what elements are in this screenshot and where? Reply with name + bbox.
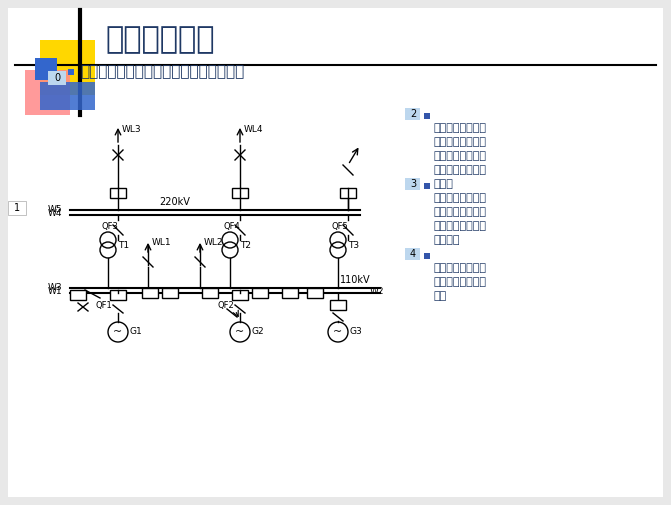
Text: 2: 2 <box>410 109 416 119</box>
Text: ~: ~ <box>236 327 245 337</box>
Bar <box>142 288 158 298</box>
Bar <box>232 290 248 300</box>
Text: G2: G2 <box>252 328 264 336</box>
Text: WL4: WL4 <box>244 126 264 134</box>
Text: W3: W3 <box>48 282 62 291</box>
Bar <box>162 288 178 298</box>
Bar <box>202 288 218 298</box>
Text: 二、电气接线: 二、电气接线 <box>105 25 215 55</box>
Bar <box>405 178 420 190</box>
Bar <box>252 288 268 298</box>
Bar <box>232 188 248 198</box>
Bar <box>110 290 126 300</box>
Text: 4: 4 <box>410 249 416 259</box>
Text: T2: T2 <box>240 240 251 249</box>
Text: W1: W1 <box>48 287 62 296</box>
Text: ~: ~ <box>333 327 343 337</box>
Bar <box>48 71 66 85</box>
Bar <box>330 300 346 310</box>
Bar <box>68 69 74 75</box>
Bar <box>40 40 95 95</box>
Text: G1: G1 <box>130 328 143 336</box>
Text: 电气主接线通常用电气主接线图来表示。: 电气主接线通常用电气主接线图来表示。 <box>80 65 244 79</box>
Bar <box>40 82 95 110</box>
Text: 电气主接线表明电
能汇集和分配的关
系。: 电气主接线表明电 能汇集和分配的关 系。 <box>434 263 487 301</box>
Bar <box>405 108 420 120</box>
Text: T3: T3 <box>348 240 359 249</box>
Bar <box>405 248 420 260</box>
Text: 0: 0 <box>54 73 60 83</box>
Text: QF1: QF1 <box>96 301 113 310</box>
Text: WL1: WL1 <box>152 238 172 247</box>
Text: W2: W2 <box>370 287 384 296</box>
Bar <box>424 113 430 119</box>
Text: 3: 3 <box>410 179 416 189</box>
Bar <box>110 188 126 198</box>
Text: QF4: QF4 <box>224 222 241 231</box>
Text: T1: T1 <box>118 240 129 249</box>
Text: QF2: QF2 <box>218 301 235 310</box>
Text: WL2: WL2 <box>204 238 223 247</box>
Text: G3: G3 <box>350 328 363 336</box>
Text: 220kV: 220kV <box>160 197 191 207</box>
Bar <box>25 70 70 115</box>
Text: W5: W5 <box>48 205 62 214</box>
Bar <box>8 201 26 215</box>
Text: W4: W4 <box>48 210 62 219</box>
Bar <box>35 58 57 80</box>
Bar <box>424 183 430 189</box>
Text: 电气主接线图通常
采用单线图表示，
只有需要时才绘制
三线图。: 电气主接线图通常 采用单线图表示， 只有需要时才绘制 三线图。 <box>434 193 487 245</box>
Bar <box>424 253 430 259</box>
Text: 110kV: 110kV <box>340 275 370 285</box>
Text: 电气主接线图是用
规定的图形符号和
文字符号表示电气
设备连接关系的一
种图。: 电气主接线图是用 规定的图形符号和 文字符号表示电气 设备连接关系的一 种图。 <box>434 123 487 189</box>
Bar <box>340 188 356 198</box>
Bar <box>70 290 86 300</box>
Text: WL3: WL3 <box>122 126 142 134</box>
Text: QF5: QF5 <box>332 222 349 231</box>
Text: ~: ~ <box>113 327 123 337</box>
Bar <box>282 288 298 298</box>
Bar <box>307 288 323 298</box>
Text: 1: 1 <box>14 203 20 213</box>
Text: QF3: QF3 <box>102 222 119 231</box>
